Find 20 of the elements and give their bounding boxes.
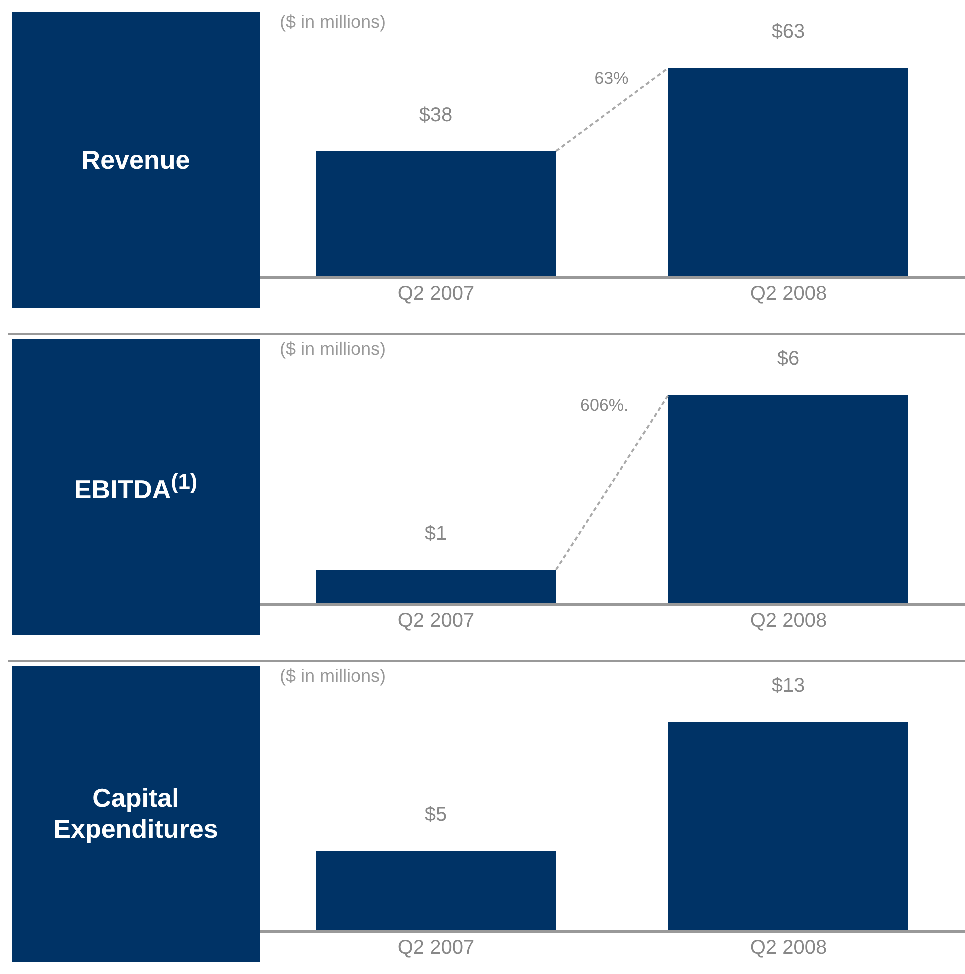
data-label: $63 xyxy=(772,21,806,43)
text: ($ in millions) xyxy=(280,12,386,33)
text: Revenue xyxy=(82,144,190,176)
data-label: $6 xyxy=(777,348,800,370)
text: ($ in millions) xyxy=(280,339,386,360)
data-label: $38 xyxy=(419,104,453,126)
text: ($ in millions) xyxy=(280,666,386,687)
data-label: $5 xyxy=(424,804,448,826)
text: Capital Expenditures xyxy=(52,783,220,845)
data-label: $13 xyxy=(772,675,806,697)
x-tick-label: Q2 2008 xyxy=(750,937,828,960)
x-tick-label: Q2 2007 xyxy=(398,937,475,960)
x-tick-label: Q2 2008 xyxy=(750,283,828,306)
x-tick-label: Q2 2007 xyxy=(398,610,475,632)
data-label: $1 xyxy=(424,523,448,545)
x-tick-label: Q2 2008 xyxy=(750,610,828,632)
text: EBITDA$^{(1)}$ xyxy=(74,468,198,506)
annotation: 606%. xyxy=(580,396,629,415)
annotation: 63% xyxy=(594,69,629,88)
x-tick-label: Q2 2007 xyxy=(398,283,475,306)
